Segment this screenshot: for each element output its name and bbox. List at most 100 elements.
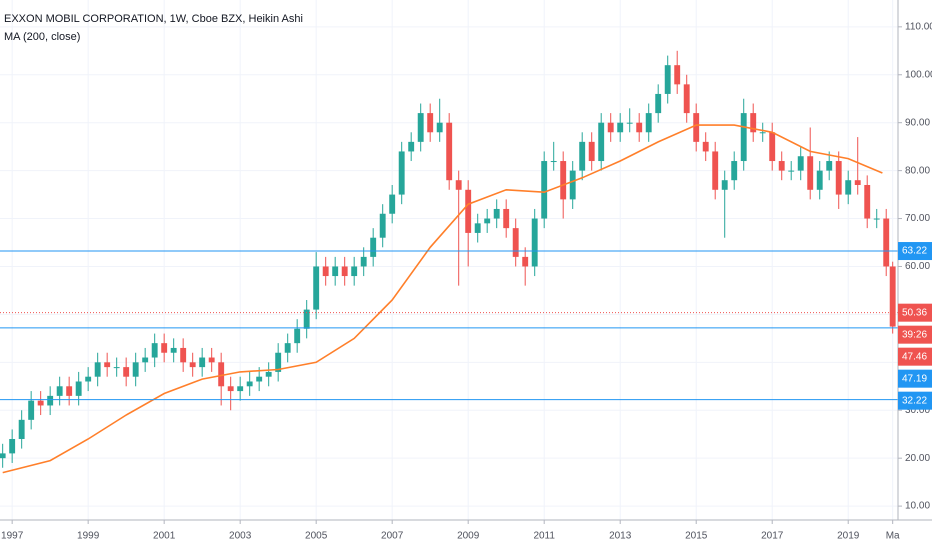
candle-body <box>303 309 310 329</box>
candle-body <box>94 362 101 377</box>
candle-body <box>56 386 63 396</box>
candle-body <box>788 170 795 172</box>
candle-body <box>341 266 348 277</box>
candle-body <box>151 343 158 358</box>
candle-body <box>721 180 728 190</box>
candle-body <box>778 161 785 171</box>
candle-body <box>864 184 871 219</box>
candle-body <box>85 376 92 382</box>
y-tick-label: 100.00 <box>905 69 932 80</box>
candle-body <box>246 381 253 387</box>
candle-body <box>417 113 424 142</box>
moving-average-line <box>2 124 883 474</box>
candle-body <box>436 122 443 133</box>
candle-body <box>816 170 823 190</box>
candle-body <box>712 151 719 190</box>
candle-body <box>531 218 538 267</box>
candle-body <box>731 161 738 181</box>
candle-body <box>427 113 434 133</box>
candle-body <box>598 122 605 162</box>
candle-body <box>237 386 244 392</box>
candle-body <box>474 223 481 233</box>
price-label-box <box>898 303 932 322</box>
y-tick-label: 80.00 <box>905 165 930 176</box>
candle-body <box>455 180 462 190</box>
candle-body <box>740 113 747 162</box>
candle-body <box>759 132 766 134</box>
candle-body <box>170 347 177 353</box>
candle-body <box>218 362 225 387</box>
candle-body <box>446 122 453 181</box>
candle-body <box>883 218 890 267</box>
candle-body <box>807 156 814 190</box>
x-tick-label: 2007 <box>381 531 404 542</box>
candle-body <box>66 386 73 396</box>
candle-body <box>512 228 519 257</box>
candle-body <box>693 113 700 142</box>
candle-body <box>123 367 130 377</box>
candle-body <box>408 141 415 152</box>
candle-body <box>522 256 529 267</box>
candle-body <box>579 141 586 171</box>
candle-body <box>493 208 500 219</box>
candle-body <box>835 161 842 195</box>
candle-body <box>180 347 187 363</box>
plot-area <box>0 50 898 474</box>
candle-body <box>588 141 595 162</box>
candle-body <box>607 122 614 133</box>
candle-body <box>265 371 272 377</box>
candle-body <box>0 453 6 459</box>
y-tick-label: 110.00 <box>905 21 932 32</box>
x-tick-label: 2015 <box>685 531 708 542</box>
price-label-box <box>898 347 932 366</box>
candle-body <box>560 161 567 200</box>
x-tick-label: 2003 <box>229 531 252 542</box>
candle-body <box>142 357 149 363</box>
candle-body <box>322 266 329 277</box>
price-label-box <box>898 391 932 410</box>
candle-body <box>113 367 120 369</box>
candle-body <box>674 65 681 85</box>
x-tick-label: 2005 <box>305 531 328 542</box>
price-label-box <box>898 325 932 344</box>
candle-body <box>550 161 557 163</box>
candle-body <box>132 362 139 377</box>
candle-body <box>275 352 282 372</box>
candle-body <box>208 357 215 363</box>
chart-title: EXXON MOBIL CORPORATION, 1W, Cboe BZX, H… <box>4 13 303 25</box>
x-tick-label: 2011 <box>533 531 555 542</box>
candle-body <box>360 256 367 267</box>
candle-body <box>854 180 861 185</box>
candle-body <box>37 400 44 406</box>
candle-body <box>379 213 386 238</box>
indicator-label: MA (200, close) <box>4 31 80 43</box>
candle-body <box>104 362 111 368</box>
candle-body <box>569 170 576 200</box>
y-tick-label: 90.00 <box>905 117 930 128</box>
price-label-box <box>898 242 932 261</box>
y-tick-label: 10.00 <box>905 501 930 512</box>
candle-body <box>541 161 548 219</box>
candle-body <box>636 122 643 133</box>
candle-body <box>398 151 405 195</box>
x-tick-label: 2009 <box>457 531 480 542</box>
candle-body <box>465 189 472 233</box>
candle-body <box>313 266 320 310</box>
candle-body <box>9 439 16 454</box>
candle-body <box>284 343 291 353</box>
y-tick-label: 70.00 <box>905 213 930 224</box>
price-label-box <box>898 369 932 388</box>
x-tick-label: 1999 <box>77 531 100 542</box>
candle-body <box>161 343 168 353</box>
candle-body <box>503 208 510 229</box>
candle-body <box>227 386 234 392</box>
candle-body <box>75 381 82 396</box>
price-label: 50.36 <box>902 307 927 318</box>
candle-body <box>294 328 301 344</box>
price-label: 63.22 <box>902 246 927 257</box>
candle-body <box>702 141 709 152</box>
price-labels: 63.22 50.36 39:26 47.46 47.19 32.22 <box>898 242 932 410</box>
y-tick-label: 20.00 <box>905 453 930 464</box>
